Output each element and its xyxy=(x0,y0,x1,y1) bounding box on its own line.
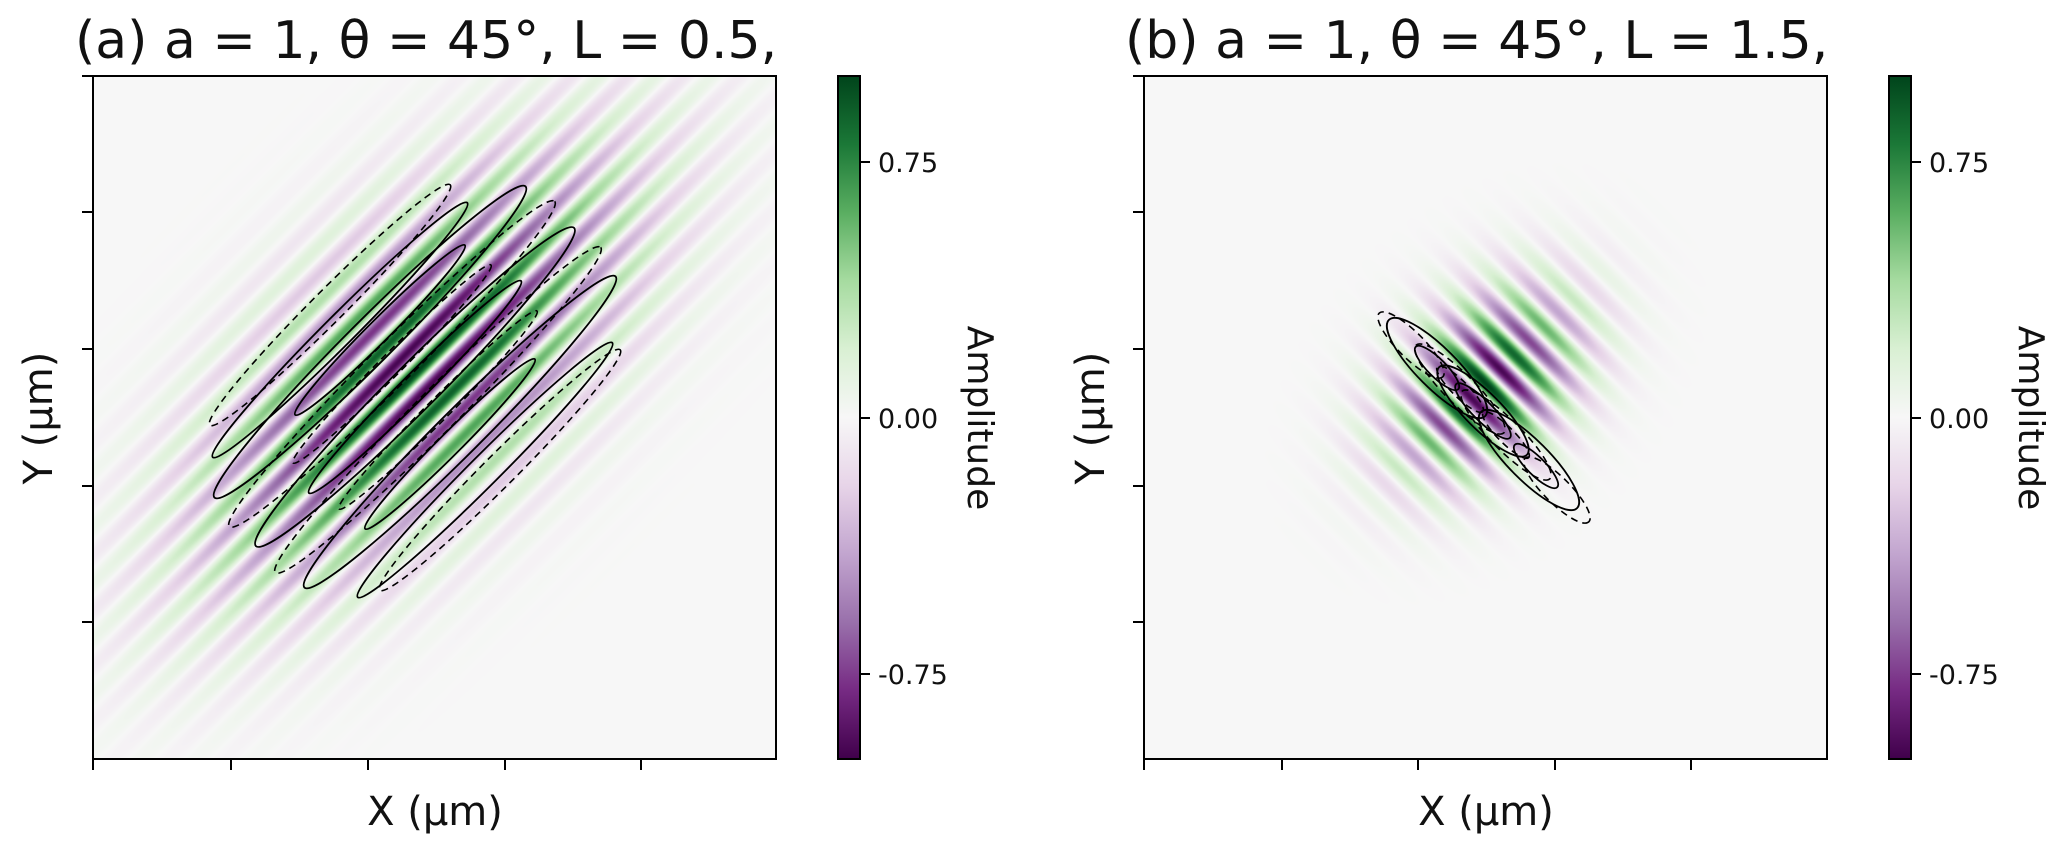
contour-a-pos-center-outer xyxy=(254,226,576,548)
panel-a-heatmap-canvas xyxy=(93,76,776,759)
panel-b-y-label: Y (μm) xyxy=(1068,352,1114,486)
panel-b-title: (b) a = 1, θ = 45°, L = 1.5, xyxy=(1125,11,1828,71)
panel-a-frame xyxy=(92,75,777,760)
panel-a-y-ticks xyxy=(82,75,93,623)
contour-a-pos-upper-outer xyxy=(212,184,528,500)
panel-b-x-label: X (μm) xyxy=(1418,789,1554,835)
panel-b-cb-tick-label-2: -0.75 xyxy=(1929,660,1999,691)
panel-a-cb-tick-label-1: 0.00 xyxy=(878,404,938,435)
panel-b: (b) a = 1, θ = 45°, L = 1.5, xyxy=(1068,11,2051,835)
panel-a-heatmap xyxy=(93,76,776,759)
contour-b-pos-center-outer xyxy=(1436,364,1530,458)
contour-a-neg-1 xyxy=(227,199,557,529)
contour-a-neg-4 xyxy=(378,348,622,592)
panel-b-x-ticks xyxy=(1143,759,1692,770)
panel-b-cb-tick-label-1: 0.00 xyxy=(1929,404,1989,435)
panel-a-colorbar-label: Amplitude xyxy=(959,326,1000,510)
contour-b-neg-1 xyxy=(1414,343,1506,435)
panel-a-cb-tick-label-0: 0.75 xyxy=(878,148,938,179)
contour-a-pos-upper-inner xyxy=(293,243,467,417)
contour-a-neg-2 xyxy=(273,245,603,575)
panel-a: (a) a = 1, θ = 45°, L = 0.5, xyxy=(16,11,1000,835)
panel-a-cb-tick-label-2: -0.75 xyxy=(878,660,948,691)
contour-a-pos-center-inner xyxy=(307,279,523,495)
panel-a-title: (a) a = 1, θ = 45°, L = 0.5, xyxy=(75,11,777,71)
contour-a-pos-lower-inner xyxy=(363,357,537,531)
panel-b-frame xyxy=(1143,75,1828,760)
panel-b-heatmap-canvas xyxy=(1144,76,1827,759)
panel-a-contours xyxy=(208,183,622,599)
contour-a-pos-far-upper xyxy=(211,201,469,459)
panel-a-x-label: X (μm) xyxy=(367,789,503,835)
panel-a-x-ticks xyxy=(92,759,642,770)
contour-b-neg-2 xyxy=(1460,389,1552,481)
contour-b-neg-4 xyxy=(1523,456,1591,524)
contour-b-pos-ul-outer xyxy=(1385,316,1489,420)
contour-b-pos-lr-inner xyxy=(1512,442,1560,490)
contour-a-neg-1-inner xyxy=(291,263,493,465)
panel-b-heatmap xyxy=(1144,76,1827,759)
contour-a-pos-far-lower xyxy=(356,341,614,599)
panel-b-cb-tick-label-0: 0.75 xyxy=(1929,148,1989,179)
contour-b-neg-1-inner xyxy=(1435,364,1485,414)
panel-b-colorbar-label: Amplitude xyxy=(2010,326,2051,510)
panel-b-colorbar-ticks xyxy=(1911,161,1921,675)
contour-a-neg-3 xyxy=(208,183,452,427)
panel-a-colorbar-ticks xyxy=(860,161,870,675)
contour-b-neg-3 xyxy=(1377,311,1445,379)
contour-b-pos-ul-inner xyxy=(1413,344,1461,392)
panel-b-y-ticks xyxy=(1133,75,1144,623)
panel-a-y-label: Y (μm) xyxy=(16,352,62,486)
contour-a-neg-2-inner xyxy=(337,309,539,511)
panel-b-colorbar xyxy=(1888,75,1912,760)
contour-a-pos-lower-outer xyxy=(302,274,618,590)
panel-b-contours xyxy=(1377,311,1591,524)
panel-a-colorbar xyxy=(837,75,861,760)
